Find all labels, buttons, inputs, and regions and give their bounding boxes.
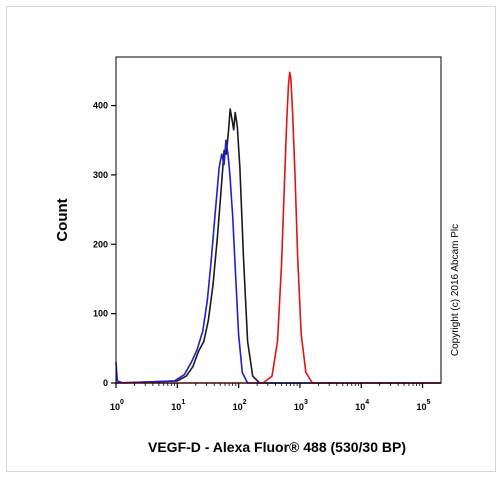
x-tick-label: 100 — [110, 399, 124, 412]
plot-content — [115, 71, 441, 384]
chart-frame — [6, 6, 496, 472]
series-line-1 — [115, 108, 441, 384]
x-tick-label: 103 — [294, 399, 308, 412]
x-tick-label: 101 — [171, 399, 185, 412]
y-axis-label: Count — [54, 198, 71, 241]
y-tick-label: 200 — [93, 239, 108, 249]
y-tick-label: 400 — [93, 101, 108, 111]
x-tick-label: 102 — [233, 399, 247, 412]
series-line-3 — [116, 71, 441, 384]
x-tick-label: 105 — [417, 399, 431, 412]
copyright-text: Copyright (c) 2016 Abcam Plc — [450, 224, 461, 356]
series-line-2 — [115, 139, 441, 384]
y-tick-label: 100 — [93, 309, 108, 319]
y-tick-label: 300 — [93, 170, 108, 180]
x-axis-label: VEGF-D - Alexa Fluor® 488 (530/30 BP) — [148, 439, 406, 455]
y-tick-label: 0 — [103, 378, 108, 388]
x-axis: 100 101 102 103 104 105 — [110, 383, 431, 412]
y-axis: 0 100 200 300 400 — [93, 101, 116, 388]
plot-area — [115, 56, 442, 384]
x-tick-label: 104 — [355, 399, 369, 412]
